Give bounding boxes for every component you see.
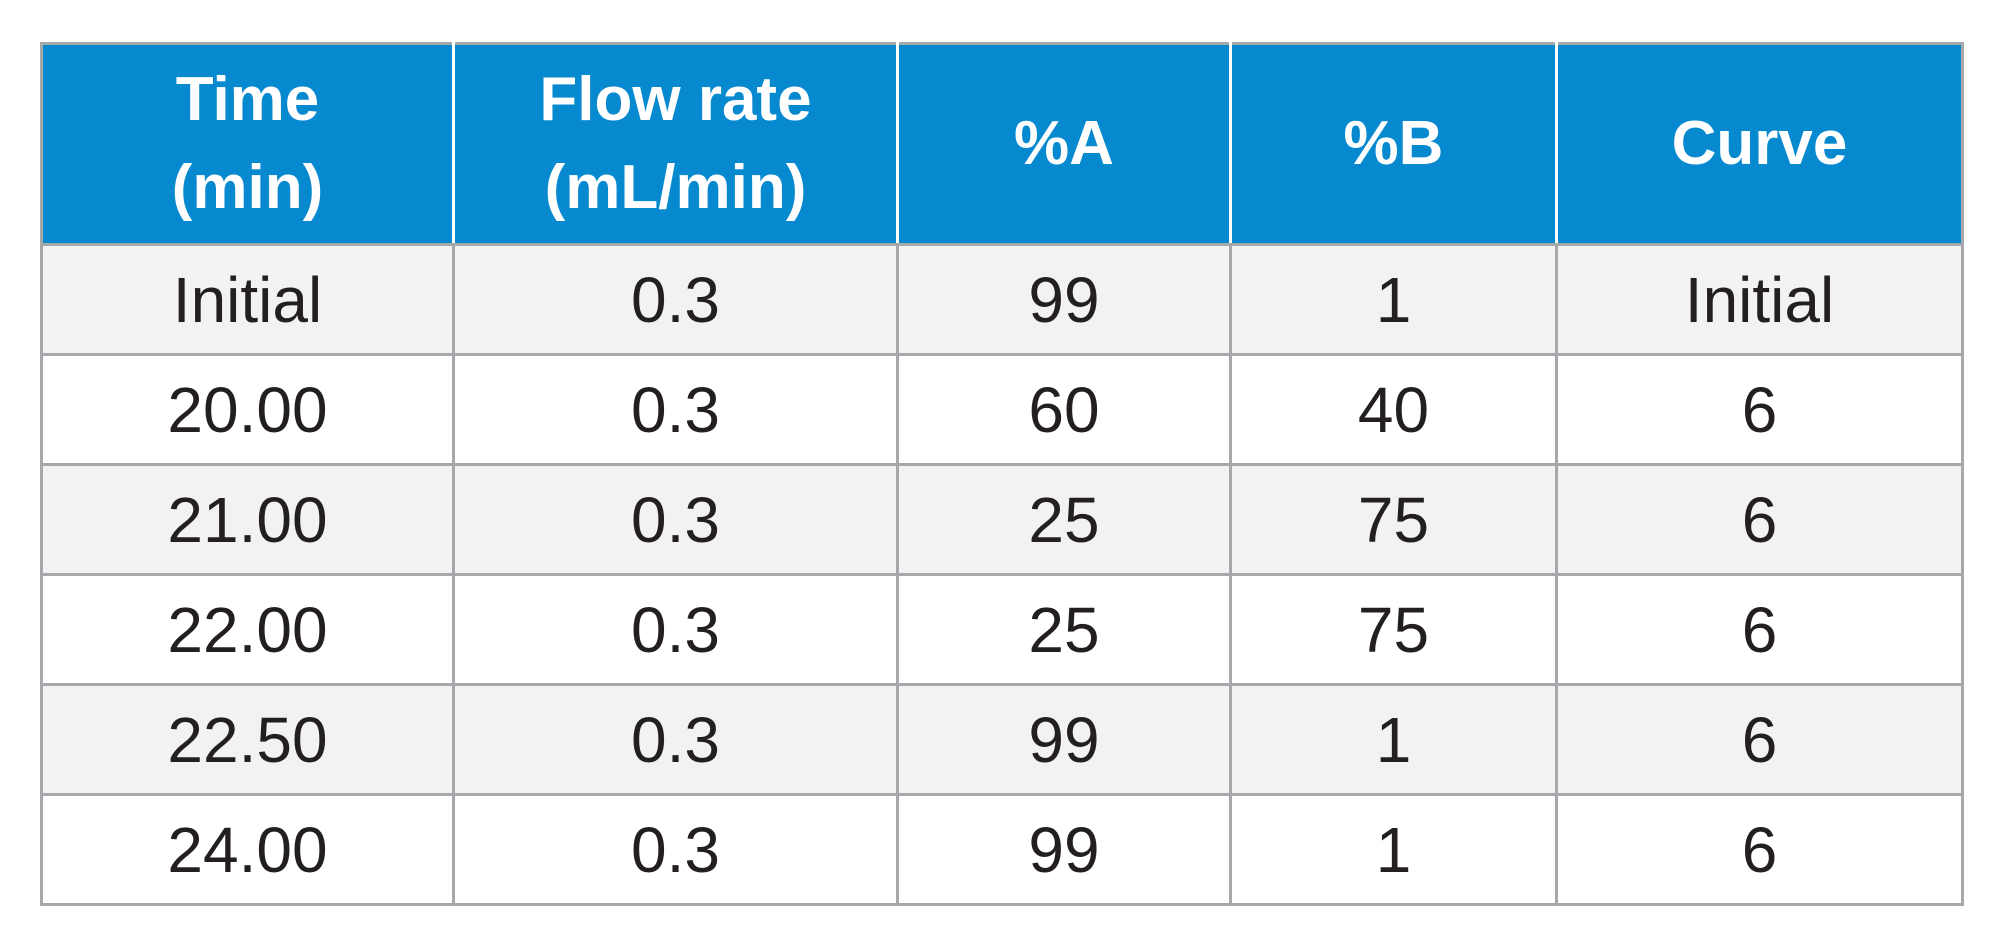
header-percent-a: %A [896,42,1232,246]
header-time-line-1: Time [175,65,320,134]
cell-percent-a: 60 [896,353,1232,466]
table-header: Time (min) Flow rate (mL/min) %A %B Curv… [40,42,1964,246]
cell-percent-a: 25 [896,573,1232,686]
header-row: Time (min) Flow rate (mL/min) %A %B Curv… [40,42,1964,246]
cell-percent-a: 99 [896,683,1232,796]
cell-curve: 6 [1555,353,1964,466]
header-time: Time (min) [40,42,455,246]
table-row: 20.00 0.3 60 40 6 [40,353,1964,466]
cell-flow-rate: 0.3 [452,463,899,576]
gradient-table: Time (min) Flow rate (mL/min) %A %B Curv… [40,42,1964,906]
cell-percent-b: 75 [1229,573,1558,686]
cell-time: 22.00 [40,573,455,686]
table-row: 22.50 0.3 99 1 6 [40,683,1964,796]
cell-percent-b: 1 [1229,793,1558,906]
cell-percent-b: 1 [1229,243,1558,356]
table-row: Initial 0.3 99 1 Initial [40,243,1964,356]
table-body: Initial 0.3 99 1 Initial 20.00 0.3 60 40… [40,243,1964,906]
header-flow-rate: Flow rate (mL/min) [452,42,899,246]
cell-percent-a: 25 [896,463,1232,576]
cell-curve: 6 [1555,573,1964,686]
cell-time: 24.00 [40,793,455,906]
cell-percent-a: 99 [896,793,1232,906]
header-flow-rate-line-2: (mL/min) [544,153,807,222]
cell-curve: 6 [1555,793,1964,906]
table-row: 24.00 0.3 99 1 6 [40,793,1964,906]
cell-time: 20.00 [40,353,455,466]
cell-percent-b: 75 [1229,463,1558,576]
table-row: 21.00 0.3 25 75 6 [40,463,1964,576]
cell-flow-rate: 0.3 [452,353,899,466]
cell-flow-rate: 0.3 [452,683,899,796]
cell-time: 22.50 [40,683,455,796]
cell-flow-rate: 0.3 [452,573,899,686]
cell-percent-a: 99 [896,243,1232,356]
table-row: 22.00 0.3 25 75 6 [40,573,1964,686]
cell-time: Initial [40,243,455,356]
cell-percent-b: 1 [1229,683,1558,796]
header-curve: Curve [1555,42,1964,246]
header-time-line-2: (min) [171,153,324,222]
cell-flow-rate: 0.3 [452,243,899,356]
cell-flow-rate: 0.3 [452,793,899,906]
cell-curve: Initial [1555,243,1964,356]
cell-percent-b: 40 [1229,353,1558,466]
header-flow-rate-line-1: Flow rate [539,65,812,134]
header-percent-b: %B [1229,42,1558,246]
gradient-table-container: Time (min) Flow rate (mL/min) %A %B Curv… [40,42,1964,906]
cell-curve: 6 [1555,683,1964,796]
header-percent-a-line-1: %A [1014,109,1114,178]
cell-curve: 6 [1555,463,1964,576]
header-curve-line-1: Curve [1671,109,1848,178]
header-percent-b-line-1: %B [1343,109,1444,178]
cell-time: 21.00 [40,463,455,576]
